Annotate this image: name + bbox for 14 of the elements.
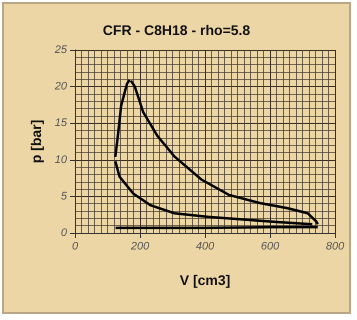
y-tick-label: 10 bbox=[54, 154, 68, 166]
x-tick-label: 400 bbox=[196, 240, 216, 252]
y-tick-label: 0 bbox=[60, 227, 68, 239]
x-axis-title: V [cm3] bbox=[180, 272, 230, 288]
y-tick-label: 20 bbox=[54, 80, 68, 93]
y-tick-label: 5 bbox=[60, 190, 68, 202]
y-axis-title: p [bar] bbox=[28, 120, 44, 164]
y-tick-label: 25 bbox=[54, 44, 68, 56]
x-tick-label: 200 bbox=[130, 240, 150, 252]
x-tick-label: 600 bbox=[260, 240, 280, 252]
y-tick-label: 15 bbox=[54, 117, 68, 130]
chart-title: CFR - C8H18 - rho=5.8 bbox=[102, 22, 250, 38]
x-tick-label: 800 bbox=[326, 240, 346, 252]
x-tick-label: 0 bbox=[72, 240, 79, 252]
